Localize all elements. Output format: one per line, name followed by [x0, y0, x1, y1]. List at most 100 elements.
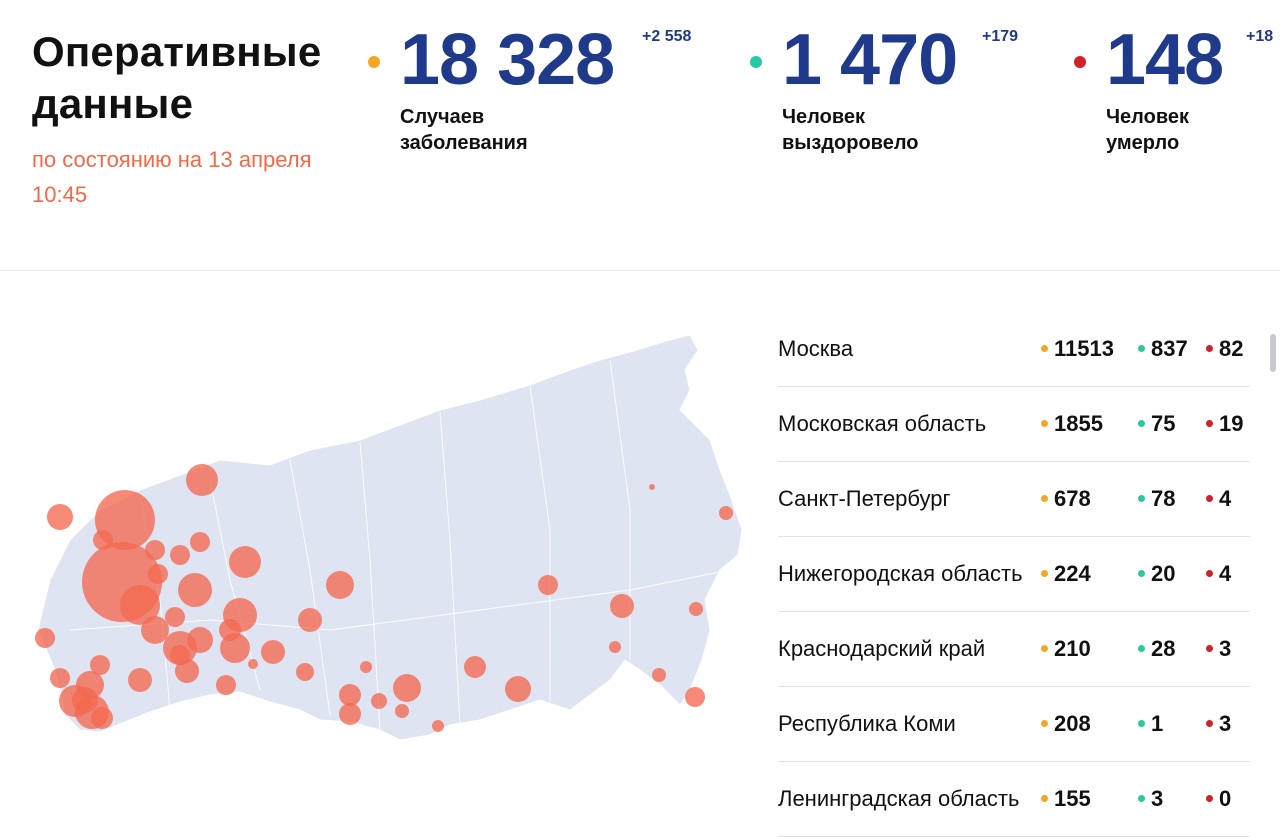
stat-deaths-label: Человек умерло: [1106, 104, 1280, 156]
deaths-count: 4: [1206, 486, 1231, 512]
case-marker[interactable]: [186, 464, 218, 496]
case-marker[interactable]: [190, 532, 210, 552]
case-marker[interactable]: [145, 540, 165, 560]
recovered-count: 3: [1138, 786, 1163, 812]
deaths-count: 82: [1206, 336, 1243, 362]
case-marker[interactable]: [128, 668, 152, 692]
cases-count: 678: [1041, 486, 1091, 512]
case-marker[interactable]: [610, 594, 634, 618]
region-name: Москва: [778, 336, 854, 361]
page-title: Оперативные данные: [32, 26, 321, 130]
case-marker[interactable]: [649, 484, 655, 490]
case-marker[interactable]: [170, 545, 190, 565]
case-marker[interactable]: [120, 585, 160, 625]
case-marker[interactable]: [393, 674, 421, 702]
stat-deaths-label-line2: умерло: [1106, 132, 1180, 154]
region-name: Нижегородская область: [778, 561, 1023, 586]
cases-count: 1855: [1041, 411, 1103, 437]
stat-recovered-label-line2: выздоровело: [782, 132, 919, 154]
case-marker[interactable]: [339, 684, 361, 706]
stat-deaths-delta: +18: [1246, 28, 1274, 45]
case-marker[interactable]: [326, 571, 354, 599]
table-row[interactable]: Московская область 1855 75 19: [778, 387, 1250, 462]
case-marker[interactable]: [609, 641, 621, 653]
russia-map[interactable]: [30, 330, 750, 760]
case-marker[interactable]: [141, 616, 169, 644]
stat-cases-delta: +2 558: [642, 28, 692, 45]
region-name: Санкт-Петербург: [778, 486, 951, 511]
case-marker[interactable]: [505, 676, 531, 702]
region-name: Краснодарский край: [778, 636, 986, 661]
case-marker[interactable]: [175, 659, 199, 683]
case-marker[interactable]: [47, 504, 73, 530]
case-marker[interactable]: [339, 703, 361, 725]
stat-cases-label: Случаев заболевания: [400, 104, 600, 156]
table-row[interactable]: Ленинградская область 155 3 0: [778, 762, 1250, 837]
title-line-2: данные: [32, 80, 194, 127]
orange-dot-icon: [368, 56, 380, 68]
stats-header: Оперативные данные по состоянию на 13 ап…: [0, 0, 1280, 270]
recovered-count: 28: [1138, 636, 1175, 662]
region-name: Московская область: [778, 411, 987, 436]
case-marker[interactable]: [360, 661, 372, 673]
recovered-count: 75: [1138, 411, 1175, 437]
cases-count: 155: [1041, 786, 1091, 812]
case-marker[interactable]: [165, 607, 185, 627]
case-marker[interactable]: [395, 704, 409, 718]
case-marker[interactable]: [50, 668, 70, 688]
case-marker[interactable]: [371, 693, 387, 709]
deaths-count: 3: [1206, 711, 1231, 737]
case-marker[interactable]: [248, 659, 258, 669]
table-row[interactable]: Санкт-Петербург 678 78 4: [778, 462, 1250, 537]
cases-count: 208: [1041, 711, 1091, 737]
case-marker[interactable]: [296, 663, 314, 681]
case-marker[interactable]: [298, 608, 322, 632]
stat-recovered-delta: +179: [982, 28, 1019, 45]
cases-count: 11513: [1041, 336, 1114, 362]
case-marker[interactable]: [35, 628, 55, 648]
map-markers: [35, 464, 733, 732]
recovered-count: 837: [1138, 336, 1188, 362]
case-marker[interactable]: [148, 564, 168, 584]
deaths-count: 0: [1206, 786, 1231, 812]
case-marker[interactable]: [432, 720, 444, 732]
case-marker[interactable]: [59, 685, 91, 717]
table-row[interactable]: Республика Коми 208 1 3: [778, 687, 1250, 762]
regions-table: Москва 11513 837 82 Московская область 1855 75…: [778, 312, 1250, 837]
case-marker[interactable]: [685, 687, 705, 707]
deaths-count: 19: [1206, 411, 1243, 437]
stat-cases-label-line2: заболевания: [400, 132, 528, 154]
region-name: Республика Коми: [778, 711, 956, 736]
case-marker[interactable]: [178, 573, 212, 607]
recovered-count: 20: [1138, 561, 1175, 587]
case-marker[interactable]: [538, 575, 558, 595]
update-timestamp: по состоянию на 13 апреля 10:45: [32, 147, 312, 207]
case-marker[interactable]: [719, 506, 733, 520]
stat-recovered-value: 1 470: [782, 20, 958, 100]
case-marker[interactable]: [216, 675, 236, 695]
case-marker[interactable]: [652, 668, 666, 682]
case-marker[interactable]: [187, 627, 213, 653]
section-divider: [0, 270, 1280, 271]
deaths-count: 4: [1206, 561, 1231, 587]
case-marker[interactable]: [219, 619, 241, 641]
case-marker[interactable]: [689, 602, 703, 616]
deaths-count: 3: [1206, 636, 1231, 662]
teal-dot-icon: [750, 56, 762, 68]
table-row[interactable]: Краснодарский край 210 28 3: [778, 612, 1250, 687]
title-line-1: Оперативные: [32, 28, 322, 75]
stat-recovered-label: Человек выздоровело: [782, 104, 982, 156]
recovered-count: 1: [1138, 711, 1163, 737]
region-name: Ленинградская область: [778, 786, 1020, 811]
case-marker[interactable]: [464, 656, 486, 678]
table-row[interactable]: Нижегородская область 224 20 4: [778, 537, 1250, 612]
scrollbar[interactable]: [1270, 334, 1276, 372]
recovered-count: 78: [1138, 486, 1175, 512]
cases-count: 210: [1041, 636, 1091, 662]
case-marker[interactable]: [229, 546, 261, 578]
case-marker[interactable]: [90, 655, 110, 675]
table-row[interactable]: Москва 11513 837 82: [778, 312, 1250, 387]
stat-recovered-label-line1: Человек: [782, 106, 865, 128]
case-marker[interactable]: [261, 640, 285, 664]
case-marker[interactable]: [93, 530, 113, 550]
